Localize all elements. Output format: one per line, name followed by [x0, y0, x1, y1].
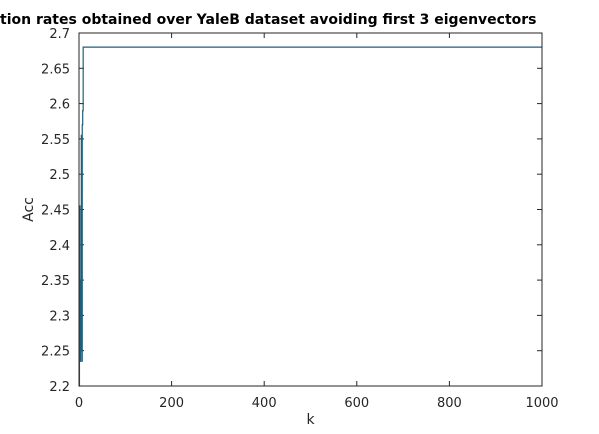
y-tick-label: 2.3	[49, 309, 70, 324]
x-tick-label: 1000	[525, 396, 558, 411]
y-axis-ticks: 2.2 2.25 2.3 2.35 2.4 2.45 2.5 2.55 2.6 2.65 2.7	[41, 27, 542, 395]
chart-title: tion rates obtained over YaleB dataset a…	[0, 12, 537, 28]
x-tick-label: 600	[344, 396, 369, 411]
x-axis-label: k	[306, 412, 315, 428]
y-tick-label: 2.45	[41, 204, 70, 219]
x-tick-label: 200	[159, 396, 184, 411]
y-tick-label: 2.35	[41, 274, 70, 289]
x-tick-label: 800	[437, 396, 462, 411]
x-tick-label: 400	[252, 396, 277, 411]
plot-frame	[79, 33, 542, 386]
x-tick-label: 0	[75, 396, 83, 411]
y-axis-label: Acc	[21, 197, 37, 222]
series-line	[79, 47, 542, 386]
y-tick-label: 2.7	[49, 27, 70, 42]
y-tick-label: 2.4	[49, 239, 70, 254]
y-tick-label: 2.6	[49, 98, 70, 113]
x-axis-ticks: 0 200 400 600 800 1000	[75, 33, 559, 411]
y-tick-label: 2.25	[41, 345, 70, 360]
y-tick-label: 2.2	[49, 380, 70, 395]
plot-area	[79, 47, 542, 386]
y-tick-label: 2.5	[49, 168, 70, 183]
y-tick-label: 2.55	[41, 133, 70, 148]
y-tick-label: 2.65	[41, 62, 70, 77]
